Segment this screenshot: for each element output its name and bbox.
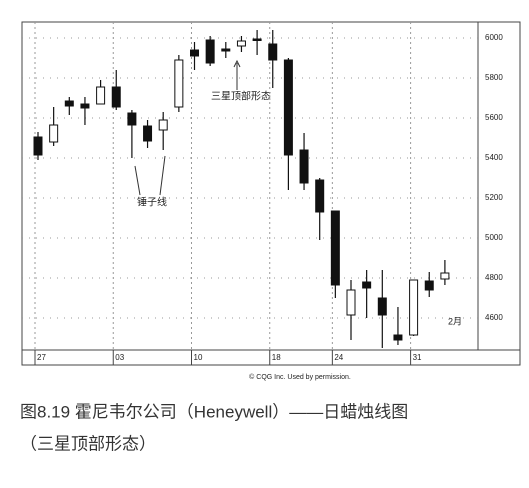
candle-body (409, 279, 419, 336)
candle-body (346, 289, 356, 316)
candle-body (393, 334, 403, 341)
annotation: 三星顶部形态 (211, 90, 271, 103)
y-tick-label: 6000 (485, 33, 503, 42)
source: © CQG Inc. Used by permission. (249, 373, 351, 381)
candle-body (49, 124, 59, 143)
arrow-head (233, 59, 241, 68)
y-tick-label: 5000 (485, 233, 503, 242)
y-tick-label: 5600 (485, 113, 503, 122)
arrow (134, 165, 141, 196)
x-tick-label: 03 (115, 353, 124, 362)
x-tick-label: 18 (272, 353, 281, 362)
candle-body (127, 112, 137, 126)
candle-body (33, 136, 43, 156)
candle-body (111, 86, 121, 108)
candle-body (143, 125, 153, 142)
y-tick-label: 5400 (485, 153, 503, 162)
arrow (159, 155, 166, 196)
caption: 图8.19 霍尼韦尔公司（Heneywell）——日蜡烛线图 (20, 402, 408, 421)
candle-body (221, 48, 231, 52)
x-tick-label: 31 (413, 353, 422, 362)
candle-body (299, 149, 309, 184)
y-tick-label: 5800 (485, 73, 503, 82)
candle-body (158, 119, 168, 131)
candle-body (252, 38, 262, 41)
caption: （三星顶部形态） (20, 434, 156, 453)
candle-body (268, 43, 278, 61)
y-tick-label: 5200 (485, 193, 503, 202)
candle-body (205, 39, 215, 64)
x-tick-label: 27 (37, 353, 46, 362)
candle-body (96, 86, 106, 105)
candle-body (440, 272, 450, 280)
y-tick-label: 4600 (485, 313, 503, 322)
candle-body (64, 100, 74, 107)
frame (21, 21, 521, 366)
y-tick-label: 4800 (485, 273, 503, 282)
candle-body (377, 297, 387, 316)
candle-body (80, 103, 90, 109)
x-tick-label: 10 (194, 353, 203, 362)
annotation: 锤子线 (137, 196, 167, 209)
x-tick-label: 24 (334, 353, 343, 362)
candle-body (190, 49, 199, 57)
candle-body (424, 280, 434, 291)
candle-body (330, 210, 340, 286)
candle-body (362, 281, 372, 289)
candle-body (236, 40, 246, 47)
candle-body (315, 179, 325, 213)
candle-body (174, 59, 184, 108)
annotation: 2月 (448, 316, 462, 326)
candle-body (283, 59, 293, 156)
